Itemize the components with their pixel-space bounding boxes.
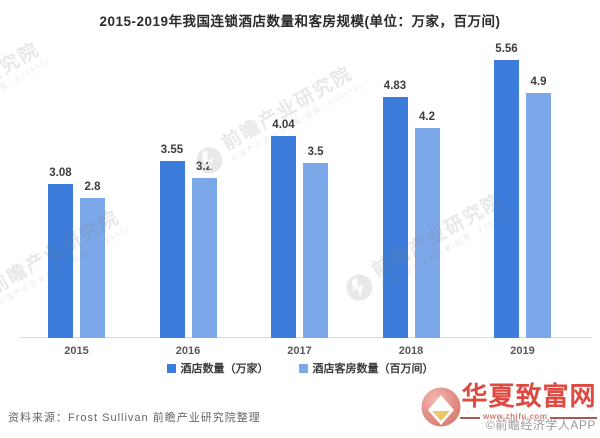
brand-site-name: 华夏致富网 [461,381,597,411]
bar-value-label: 4.9 [530,76,547,88]
huaxia-logo-icon [421,387,461,427]
chart-title: 2015-2019年我国连锁酒店数量和客房规模(单位：万家，百万间) [99,14,501,29]
bar-rooms-2015 [80,198,105,338]
legend-label: 酒店客房数量（百万间） [312,363,434,375]
bar-hotels-2018 [382,96,408,338]
x-axis-label-2017: 2017 [287,345,312,357]
legend-label: 酒店数量（万家） [180,363,269,375]
bar-rooms-2018 [414,128,440,338]
bar-hotels-2015 [48,184,73,338]
bar-rooms-2017 [303,163,328,338]
bar-value-label: 2.8 [84,181,101,193]
legend-swatch-icon [298,363,308,373]
bar-hotels-2019 [494,60,519,338]
legend-swatch-icon [166,363,176,373]
bar-rooms-2016 [191,178,217,338]
legend-item-rooms: 酒店客房数量（百万间） [298,360,434,376]
bar-hotels-2016 [159,160,185,338]
legend: 酒店数量（万家） 酒店客房数量（百万间） [0,360,600,376]
bar-value-label: 3.55 [160,143,184,156]
bar-value-label: 3.08 [49,167,72,179]
x-axis-label-2018: 2018 [398,345,424,357]
bar-value-label: 4.2 [419,111,435,123]
source-note: 资料来源：Frost Sullivan 前瞻产业研究院整理 [8,412,261,424]
x-axis-label-2019: 2019 [510,345,535,357]
copyright-text: ©前瞻经济学人APP [486,418,596,432]
bar-value-label: 5.56 [495,43,518,55]
bar-rooms-2019 [526,93,551,338]
brand-url-text: www.zhifu.com [480,412,551,421]
legend-item-hotels: 酒店数量（万家） [166,360,269,376]
bar-value-label: 3.2 [196,161,212,173]
bar-value-label: 3.5 [307,146,324,158]
bar-hotels-2017 [271,136,296,338]
x-axis-label-2016: 2016 [175,345,201,357]
bar-value-label: 4.04 [272,119,295,131]
bar-value-label: 4.83 [383,79,407,92]
site-branding: 华夏致富网 www.zhifu.com ©前瞻经济学人APP [418,380,600,438]
x-axis-label-2015: 2015 [64,345,89,357]
